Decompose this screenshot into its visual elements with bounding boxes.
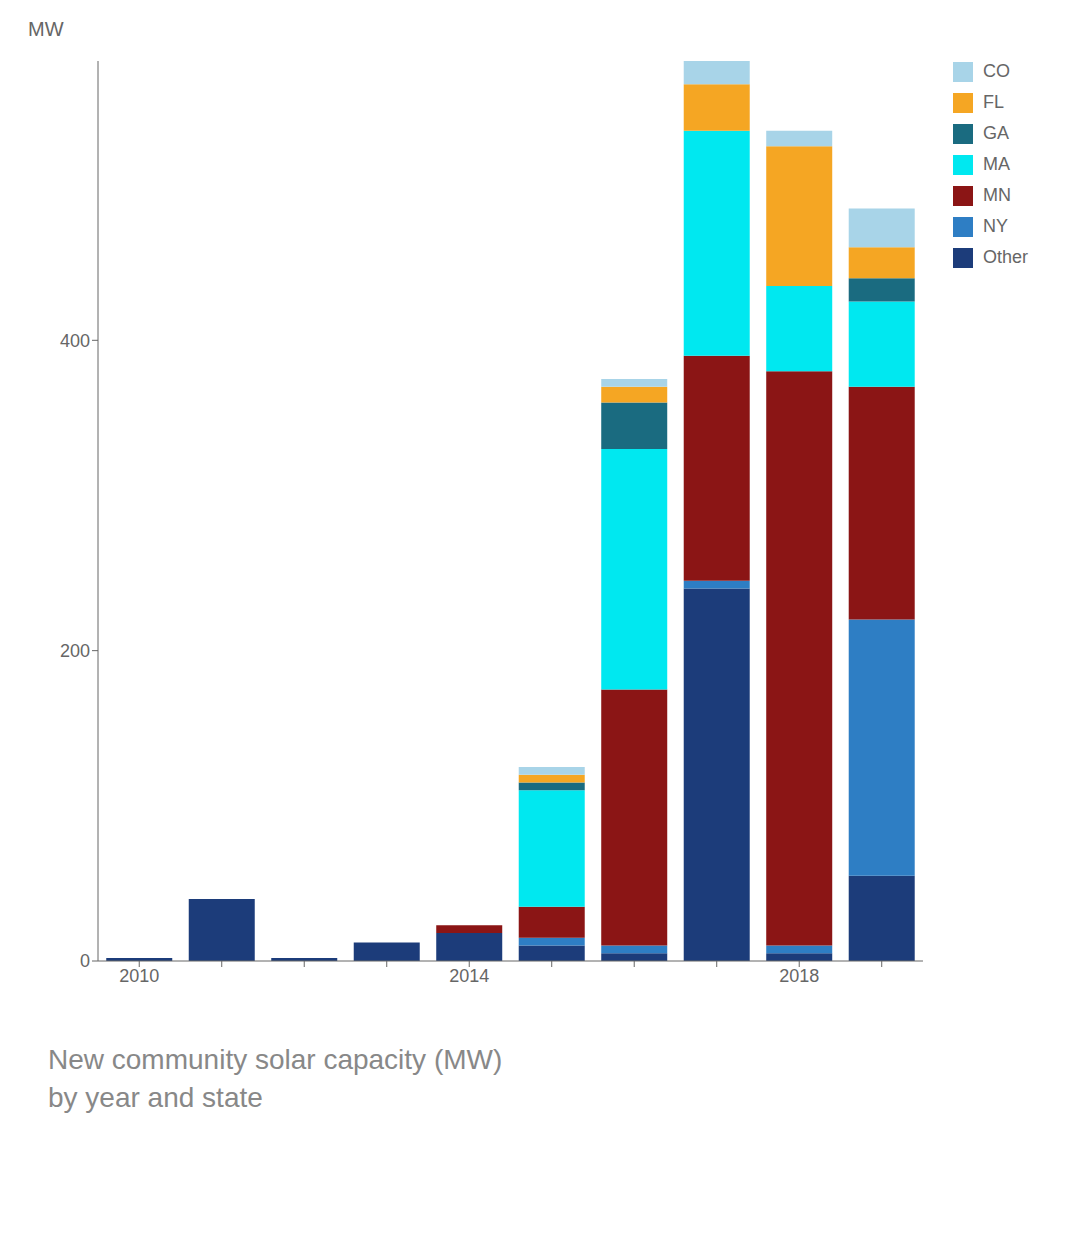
html-text:CO: CO — [983, 61, 1010, 81]
svg-text:0: 0 — [80, 951, 90, 971]
html-text:NY: NY — [983, 216, 1008, 236]
html-text:MA: MA — [983, 154, 1010, 174]
html-text:MW: MW — [28, 18, 64, 40]
html-text:GA: GA — [983, 123, 1009, 143]
svg-text:200: 200 — [60, 641, 90, 661]
svg-text:400: 400 — [60, 331, 90, 351]
html-text:Other: Other — [983, 247, 1028, 267]
html-text:MN: MN — [983, 185, 1011, 205]
svg-text:2010: 2010 — [119, 966, 159, 986]
svg-text:2014: 2014 — [449, 966, 489, 986]
html-text:FL: FL — [983, 92, 1004, 112]
svg-text:2018: 2018 — [779, 966, 819, 986]
html-text:New community solar capacity (: New community solar capacity (MW) by yea… — [48, 1044, 503, 1113]
